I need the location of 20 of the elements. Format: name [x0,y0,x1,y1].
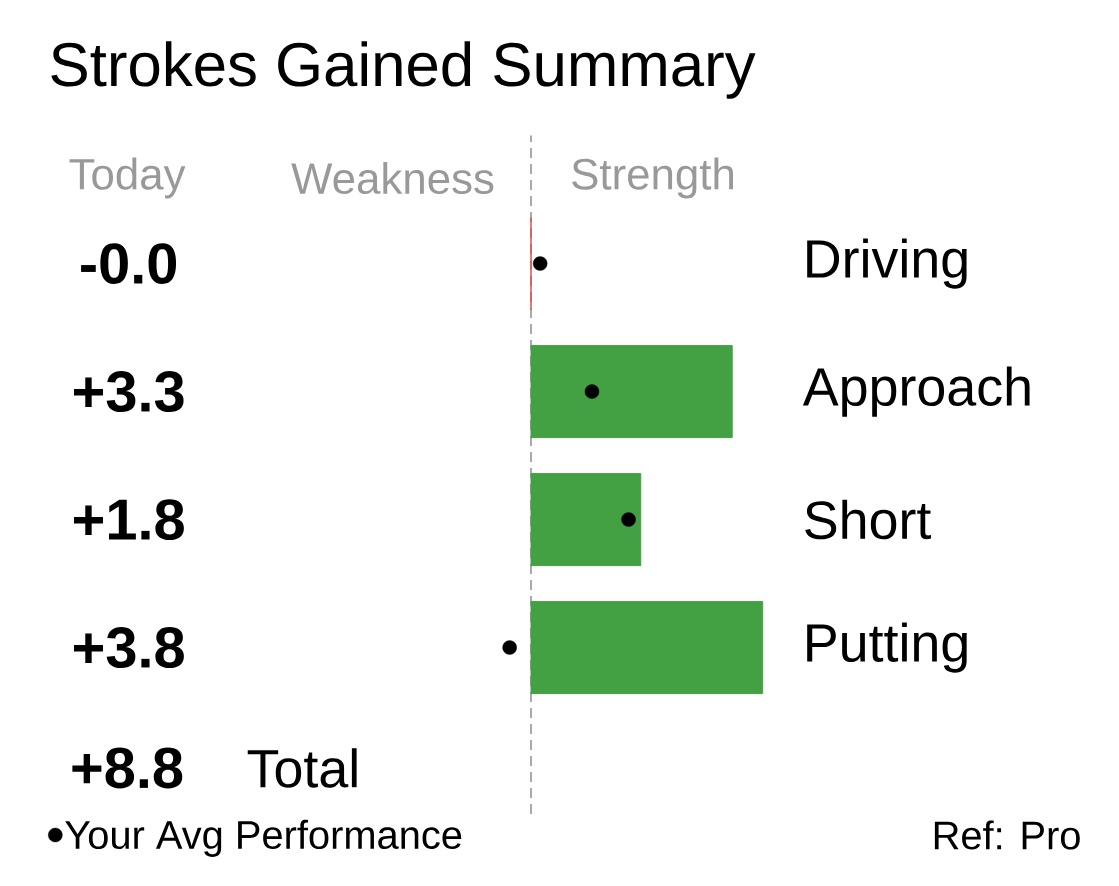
text: +8.8 [72,747,183,789]
y-tick-label: Short [805,499,931,540]
text: Ref: Pro [934,820,1080,850]
y-tick-label: Approach [802,366,1030,417]
chart-title: Strokes Gained Summary [51,41,756,99]
y-tick-label: Putting [807,622,967,673]
legend-label: Your Avg Performance [65,819,462,857]
data-label: +3.3 [74,371,184,413]
text: Total [247,748,357,788]
point [584,384,600,399]
text: Today [69,157,186,199]
point [502,640,517,655]
point [621,512,636,527]
data-label: -0.0 [81,243,177,285]
data-label: +1.8 [74,499,184,541]
data-label: +3.8 [74,627,184,669]
y-tick-label: Driving [807,238,967,289]
text: Weakness [291,161,494,195]
annotation: Strength [572,157,734,199]
point [532,256,548,271]
